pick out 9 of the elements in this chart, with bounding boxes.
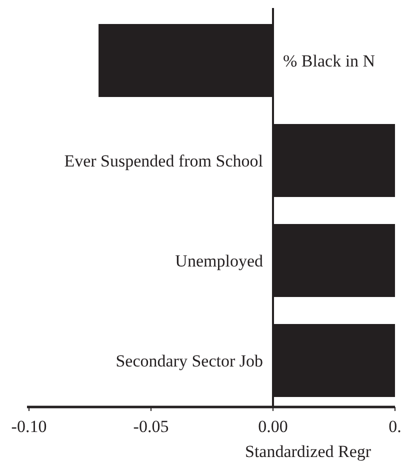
y-tick-label: Secondary Sector Job bbox=[116, 351, 263, 370]
x-tick-label: 0. bbox=[388, 417, 402, 436]
x-tick-label: -0.05 bbox=[133, 417, 169, 436]
x-tick-label: -0.10 bbox=[11, 417, 47, 436]
y-tick-label: Unemployed bbox=[175, 251, 264, 270]
x-tick-label: 0.00 bbox=[258, 417, 288, 436]
x-axis-title: Standardized Regr bbox=[245, 442, 372, 461]
y-tick-label: % Black in N bbox=[283, 51, 376, 70]
y-tick-label: Ever Suspended from School bbox=[64, 151, 264, 170]
